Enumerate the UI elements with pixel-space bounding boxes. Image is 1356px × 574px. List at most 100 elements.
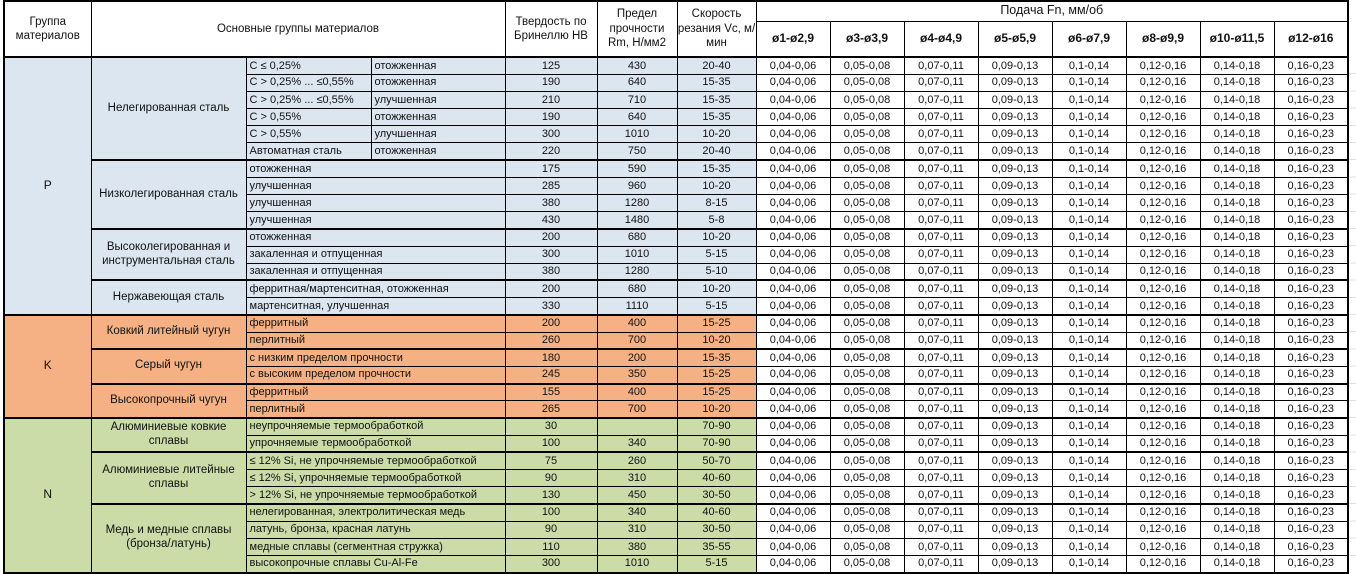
strength-rm-cell[interactable]: 200: [596, 348, 678, 367]
feed-value-cell[interactable]: 0,09-0,13: [977, 434, 1053, 453]
material-group-code-cell[interactable]: K: [3, 313, 92, 419]
feed-value-cell[interactable]: 0,07-0,11: [903, 211, 979, 230]
feed-value-cell[interactable]: 0,16-0,23: [1273, 486, 1349, 505]
carbon-content-cell[interactable]: С > 0,55%: [245, 108, 372, 127]
hardness-hb-cell[interactable]: 285: [504, 176, 598, 196]
hardness-hb-cell[interactable]: 75: [504, 451, 598, 471]
feed-value-cell[interactable]: 0,04-0,06: [755, 262, 831, 281]
material-state-cell[interactable]: ферритный: [245, 313, 506, 333]
feed-value-cell[interactable]: 0,07-0,11: [903, 416, 979, 436]
material-subgroup-name-cell[interactable]: Ковкий литейный чугун: [90, 313, 247, 350]
feed-value-cell[interactable]: 0,1-0,14: [1051, 193, 1127, 213]
feed-value-cell[interactable]: 0,16-0,23: [1273, 537, 1349, 556]
feed-value-cell[interactable]: 0,05-0,08: [829, 520, 905, 539]
material-state-cell[interactable]: ферритная/мартенситная, отожженная: [245, 279, 506, 299]
material-state-cell[interactable]: ферритный: [245, 382, 506, 402]
hardness-hb-cell[interactable]: 130: [504, 486, 598, 505]
carbon-content-cell[interactable]: С > 0,25% ... ≤0,55%: [245, 90, 372, 110]
feed-value-cell[interactable]: 0,12-0,16: [1125, 382, 1201, 402]
cutting-speed-vc-cell[interactable]: 15-25: [676, 365, 757, 385]
feed-value-cell[interactable]: 0,07-0,11: [903, 451, 979, 471]
header-diam-1[interactable]: ø1-ø2,9: [755, 20, 831, 58]
feed-value-cell[interactable]: 0,07-0,11: [903, 313, 979, 333]
material-state-cell[interactable]: неупрочняемые термообработкой: [245, 416, 506, 436]
material-group-code-cell[interactable]: N: [3, 416, 92, 574]
feed-value-cell[interactable]: 0,05-0,08: [829, 125, 905, 144]
feed-value-cell[interactable]: 0,16-0,23: [1273, 297, 1349, 316]
material-state-cell[interactable]: отожженная: [370, 55, 506, 75]
material-state-cell[interactable]: отожженная: [370, 108, 506, 127]
feed-value-cell[interactable]: 0,16-0,23: [1273, 176, 1349, 196]
strength-rm-cell[interactable]: 450: [596, 486, 678, 505]
feed-value-cell[interactable]: 0,14-0,18: [1199, 520, 1275, 539]
material-state-cell[interactable]: закаленная и отпущенная: [245, 262, 506, 281]
material-state-cell[interactable]: с высоким пределом прочности: [245, 365, 506, 385]
cutting-speed-vc-cell[interactable]: 5-15: [676, 297, 757, 316]
feed-value-cell[interactable]: 0,09-0,13: [977, 108, 1053, 127]
feed-value-cell[interactable]: 0,09-0,13: [977, 451, 1053, 471]
feed-value-cell[interactable]: 0,05-0,08: [829, 262, 905, 281]
feed-value-cell[interactable]: 0,05-0,08: [829, 227, 905, 247]
feed-value-cell[interactable]: 0,07-0,11: [903, 279, 979, 299]
material-state-cell[interactable]: с низким пределом прочности: [245, 348, 506, 367]
feed-value-cell[interactable]: 0,12-0,16: [1125, 142, 1201, 161]
cutting-speed-vc-cell[interactable]: 70-90: [676, 416, 757, 436]
header-diam-6[interactable]: ø8-ø9,9: [1125, 20, 1201, 58]
feed-value-cell[interactable]: 0,05-0,08: [829, 55, 905, 75]
feed-value-cell[interactable]: 0,09-0,13: [977, 331, 1053, 350]
feed-value-cell[interactable]: 0,12-0,16: [1125, 537, 1201, 556]
strength-rm-cell[interactable]: 400: [596, 313, 678, 333]
feed-value-cell[interactable]: 0,04-0,06: [755, 125, 831, 144]
feed-value-cell[interactable]: 0,14-0,18: [1199, 382, 1275, 402]
hardness-hb-cell[interactable]: 210: [504, 90, 598, 110]
feed-value-cell[interactable]: 0,12-0,16: [1125, 365, 1201, 385]
feed-value-cell[interactable]: 0,1-0,14: [1051, 486, 1127, 505]
header-diam-5[interactable]: ø6-ø7,9: [1051, 20, 1127, 58]
strength-rm-cell[interactable]: 640: [596, 108, 678, 127]
feed-value-cell[interactable]: 0,16-0,23: [1273, 400, 1349, 419]
strength-rm-cell[interactable]: 1110: [596, 297, 678, 316]
feed-value-cell[interactable]: 0,05-0,08: [829, 486, 905, 505]
feed-value-cell[interactable]: 0,14-0,18: [1199, 125, 1275, 144]
hardness-hb-cell[interactable]: 200: [504, 279, 598, 299]
feed-value-cell[interactable]: 0,12-0,16: [1125, 502, 1201, 522]
header-diam-8[interactable]: ø12-ø16: [1273, 20, 1349, 58]
strength-rm-cell[interactable]: [596, 416, 678, 436]
feed-value-cell[interactable]: 0,12-0,16: [1125, 262, 1201, 281]
material-subgroup-name-cell[interactable]: Медь и медные сплавы (бронза/латунь): [90, 502, 247, 574]
feed-value-cell[interactable]: 0,16-0,23: [1273, 125, 1349, 144]
material-state-cell[interactable]: мартенситная, улучшенная: [245, 297, 506, 316]
material-subgroup-name-cell[interactable]: Высоколегированная и инструментальная ст…: [90, 227, 247, 281]
feed-value-cell[interactable]: 0,04-0,06: [755, 142, 831, 161]
feed-value-cell[interactable]: 0,1-0,14: [1051, 416, 1127, 436]
cutting-speed-vc-cell[interactable]: 15-35: [676, 90, 757, 110]
cutting-speed-vc-cell[interactable]: 20-40: [676, 55, 757, 75]
material-state-cell[interactable]: отожженная: [245, 227, 506, 247]
feed-value-cell[interactable]: 0,05-0,08: [829, 73, 905, 92]
feed-value-cell[interactable]: 0,14-0,18: [1199, 227, 1275, 247]
feed-value-cell[interactable]: 0,04-0,06: [755, 554, 831, 574]
cutting-speed-vc-cell[interactable]: 10-20: [676, 331, 757, 350]
feed-value-cell[interactable]: 0,05-0,08: [829, 245, 905, 264]
cutting-speed-vc-cell[interactable]: 15-35: [676, 108, 757, 127]
feed-value-cell[interactable]: 0,05-0,08: [829, 537, 905, 556]
feed-value-cell[interactable]: 0,12-0,16: [1125, 313, 1201, 333]
feed-value-cell[interactable]: 0,16-0,23: [1273, 142, 1349, 161]
feed-value-cell[interactable]: 0,14-0,18: [1199, 211, 1275, 230]
material-state-cell[interactable]: отожженная: [245, 159, 506, 178]
material-subgroup-name-cell[interactable]: Низколегированная сталь: [90, 159, 247, 230]
cutting-speed-vc-cell[interactable]: 40-60: [676, 502, 757, 522]
feed-value-cell[interactable]: 0,09-0,13: [977, 468, 1053, 488]
feed-value-cell[interactable]: 0,12-0,16: [1125, 73, 1201, 92]
carbon-content-cell[interactable]: С > 0,25% ... ≤0,55%: [245, 73, 372, 92]
feed-value-cell[interactable]: 0,04-0,06: [755, 245, 831, 264]
cutting-speed-vc-cell[interactable]: 15-25: [676, 382, 757, 402]
feed-value-cell[interactable]: 0,14-0,18: [1199, 486, 1275, 505]
feed-value-cell[interactable]: 0,04-0,06: [755, 90, 831, 110]
strength-rm-cell[interactable]: 1480: [596, 211, 678, 230]
header-diam-7[interactable]: ø10-ø11,5: [1199, 20, 1275, 58]
feed-value-cell[interactable]: 0,05-0,08: [829, 468, 905, 488]
hardness-hb-cell[interactable]: 300: [504, 125, 598, 144]
strength-rm-cell[interactable]: 400: [596, 382, 678, 402]
feed-value-cell[interactable]: 0,14-0,18: [1199, 537, 1275, 556]
